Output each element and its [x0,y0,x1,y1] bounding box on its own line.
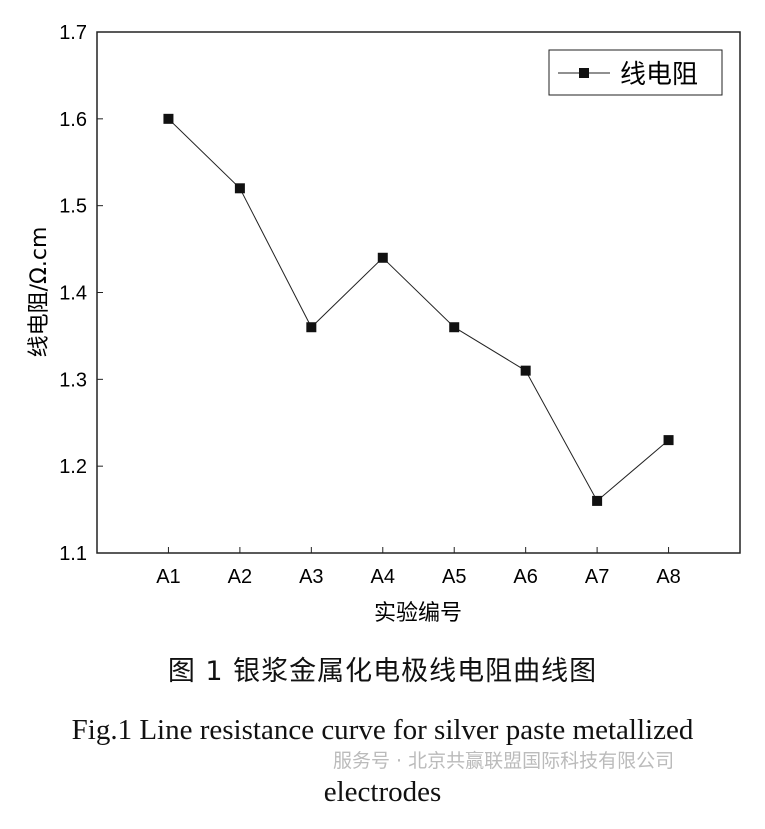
watermark: 服务号 · 北京共赢联盟国际科技有限公司 [333,750,675,772]
x-tick-label: A7 [585,566,609,588]
y-tick-label: 1.7 [59,22,87,44]
x-tick-label: A5 [442,566,466,588]
y-axis-label: 线电阻/Ω.cm [27,227,52,358]
y-tick-label: 1.3 [59,369,87,391]
data-point [377,252,388,263]
y-tick-label: 1.2 [59,456,87,478]
data-point [449,322,460,333]
x-tick-label: A1 [156,566,180,588]
x-tick-label: A2 [228,566,252,588]
y-tick-label: 1.6 [59,109,87,131]
x-axis-label: 实验编号 [374,601,462,626]
data-point [592,495,603,506]
data-point [306,322,317,333]
data-point [163,113,174,124]
x-tick-label: A4 [371,566,395,588]
data-point [234,183,245,194]
y-tick-label: 1.4 [59,283,87,305]
y-tick-label: 1.5 [59,196,87,218]
data-point [520,365,531,376]
x-tick-label: A6 [513,566,537,588]
series-line [168,118,669,502]
caption-chinese: 图 1 银浆金属化电极线电阻曲线图 [167,656,598,687]
legend: 线电阻 [548,49,723,96]
line-chart: 1.1 1.2 1.3 1.4 1.5 1.6 1.7 A1 A2 A3 A4 A5 A6 A7 A8 线电… [27,22,741,626]
x-tick-label: A8 [656,566,680,588]
y-tick-label: 1.1 [59,543,87,565]
legend-label: 线电阻 [620,60,698,90]
data-point [663,435,674,446]
caption-english-line2: electrodes [323,776,442,808]
x-tick-label: A3 [299,566,323,588]
caption-english: Fig.1 Line resistance curve for silver p… [71,714,694,746]
